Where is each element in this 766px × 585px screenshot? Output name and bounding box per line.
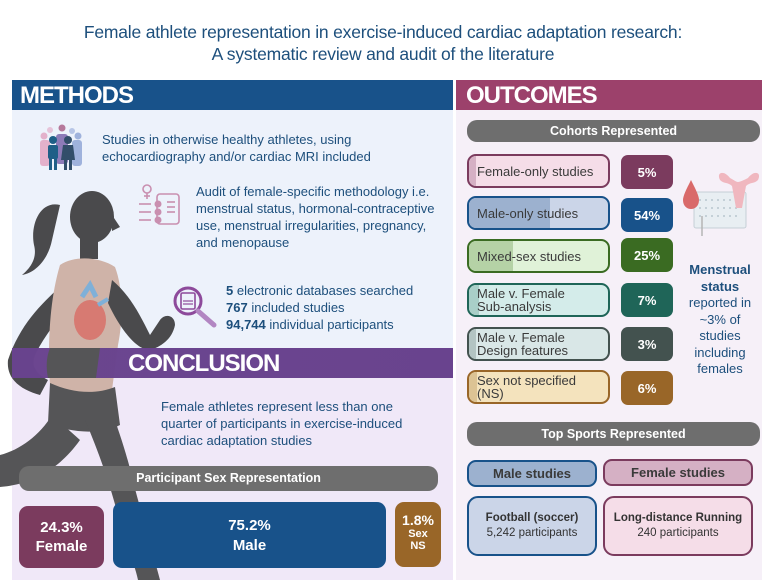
studies-count: 767: [226, 300, 248, 315]
methods-header: METHODS: [12, 80, 453, 110]
cohort-sub-analysis-pct: 7%: [621, 283, 673, 317]
sex-ns-share-box: 1.8% Sex NS: [395, 502, 441, 567]
male-top-sport-name: Football (soccer): [485, 512, 579, 524]
cohort-bar-fill: [469, 372, 478, 402]
cohort-female-only-pct: 5%: [621, 155, 673, 189]
cohort-sex-not-specified-pct: 6%: [621, 371, 673, 405]
cohort-bar-fill: [469, 285, 479, 315]
participants-label: individual participants: [265, 317, 394, 332]
female-share-box: 24.3% Female: [19, 506, 104, 568]
menstrual-line-3: reported in: [688, 295, 752, 310]
databases-count: 5: [226, 283, 234, 298]
databases-label: electronic databases searched: [233, 283, 414, 298]
outcomes-header: OUTCOMES: [456, 80, 762, 110]
male-studies-title: Male studies: [492, 466, 572, 481]
cohort-bar-fill: [469, 156, 476, 186]
menstrual-status-note: Menstrual status reported in ~3% of stud…: [684, 262, 756, 378]
page-title: Female athlete representation in exercis…: [0, 21, 766, 65]
inclusion-line-2: echocardiography and/or cardiac MRI incl…: [102, 149, 371, 164]
cohort-design-features-pct: 3%: [621, 327, 673, 361]
male-top-sport-participants: 5,242 participants: [486, 527, 578, 539]
cohort-mixed-sex: Mixed-sex studies: [467, 239, 610, 273]
cohort-label-line-2: Sub-analysis: [477, 299, 552, 314]
sex-representation-title: Participant Sex Representation: [136, 471, 321, 485]
cohorts-title: Cohorts Represented: [549, 124, 678, 138]
cohort-design-features: Male v. Female Design features: [467, 327, 610, 361]
cohort-male-only-pct: 54%: [621, 198, 673, 232]
sex-ns-label-2: NS: [410, 540, 426, 552]
audit-line-2: menstrual status, hormonal-contraceptive: [196, 201, 435, 216]
audit-line-4: and menopause: [196, 235, 290, 250]
cohort-bar-fill: [469, 329, 476, 359]
female-checklist-icon: [139, 184, 180, 225]
cohort-label: Male v. Female Sub-analysis: [477, 285, 565, 315]
audit-line-3: use, menstrual irregularities, pregnancy…: [196, 218, 427, 233]
female-studies-title: Female studies: [631, 465, 725, 480]
cohort-mixed-sex-pct: 25%: [621, 238, 673, 272]
cohort-label: Female-only studies: [477, 163, 594, 179]
male-share-box: 75.2% Male: [113, 502, 386, 568]
conclusion-line-1: Female athletes represent less than one: [161, 399, 393, 414]
cohort-male-only: Male-only studies: [467, 196, 610, 230]
sports-title: Top Sports Represented: [541, 427, 686, 441]
cohort-label-line-1: Male v. Female: [477, 286, 565, 301]
male-top-sport: Football (soccer) 5,242 participants: [467, 496, 597, 556]
title-line-2: A systematic review and audit of the lit…: [211, 44, 555, 64]
cohort-label-line-2: Design features: [477, 343, 569, 358]
inclusion-line-1: Studies in otherwise healthy athletes, u…: [102, 132, 352, 147]
conclusion-line-2: quarter of participants in exercise-indu…: [161, 416, 403, 431]
cohort-label: Male v. Female Design features: [477, 329, 568, 359]
participants-line: 94,744 individual participants: [226, 316, 413, 333]
conclusion-line-3: cardiac adaptation studies: [161, 433, 313, 448]
female-top-sport: Long-distance Running 240 participants: [603, 496, 753, 556]
participants-count: 94,744: [226, 317, 266, 332]
menstrual-line-6: including: [694, 344, 746, 360]
sports-header: Top Sports Represented: [467, 422, 760, 446]
cohort-label-line-1: Male v. Female: [477, 330, 565, 345]
cohort-label: Mixed-sex studies: [477, 248, 582, 264]
male-studies-header: Male studies: [467, 460, 597, 487]
database-search-icon: [173, 286, 217, 328]
female-share-pct: 24.3%: [40, 519, 83, 536]
female-share-label: Female: [35, 538, 88, 555]
cohort-sex-not-specified: Sex not specified (NS): [467, 370, 610, 404]
menstrual-line-7: females: [697, 361, 743, 376]
outcomes-heading: OUTCOMES: [466, 82, 598, 109]
menstrual-cycle-icon: [683, 172, 760, 236]
conclusion-heading: CONCLUSION: [128, 350, 280, 377]
menstrual-line-5: studies: [699, 328, 741, 343]
female-top-sport-participants: 240 participants: [637, 527, 719, 539]
sex-ns-share-pct: 1.8%: [402, 512, 434, 528]
female-studies-header: Female studies: [603, 459, 753, 486]
databases-line: 5 electronic databases searched: [226, 282, 413, 299]
menstrual-line-1: Menstrual: [689, 262, 751, 277]
sex-representation-header: Participant Sex Representation: [19, 466, 438, 491]
cohort-label: Male-only studies: [477, 205, 579, 221]
cohort-label-line-2: (NS): [477, 386, 504, 401]
cohorts-header: Cohorts Represented: [467, 120, 760, 142]
methods-heading: METHODS: [20, 82, 134, 109]
audit-line-1: Audit of female-specific methodology i.e…: [196, 184, 430, 199]
menstrual-line-2: status: [700, 278, 740, 294]
cohort-female-only: Female-only studies: [467, 154, 610, 188]
search-summary: 5 electronic databases searched 767 incl…: [226, 282, 413, 333]
studies-line: 767 included studies: [226, 299, 413, 316]
title-line-1: Female athlete representation in exercis…: [83, 22, 683, 42]
menstrual-line-4: ~3% of: [699, 311, 741, 327]
methods-item-inclusion: Studies in otherwise healthy athletes, u…: [102, 131, 371, 165]
conclusion-text: Female athletes represent less than one …: [161, 398, 402, 449]
male-share-label: Male: [232, 537, 267, 554]
people-group-icon: [40, 124, 82, 170]
male-share-pct: 75.2%: [228, 517, 271, 534]
methods-item-audit: Audit of female-specific methodology i.e…: [196, 183, 434, 251]
female-top-sport-name: Long-distance Running: [613, 512, 743, 524]
cohort-bar-fill: [469, 198, 550, 228]
runner-hip-overlay: [46, 348, 100, 378]
cohort-label: Sex not specified (NS): [477, 372, 576, 402]
cohort-sub-analysis: Male v. Female Sub-analysis: [467, 283, 610, 317]
cohort-bar-fill: [469, 241, 514, 271]
studies-label: included studies: [247, 300, 345, 315]
cohort-label-line-1: Sex not specified: [477, 373, 577, 388]
sex-ns-label-1: Sex: [408, 528, 428, 540]
